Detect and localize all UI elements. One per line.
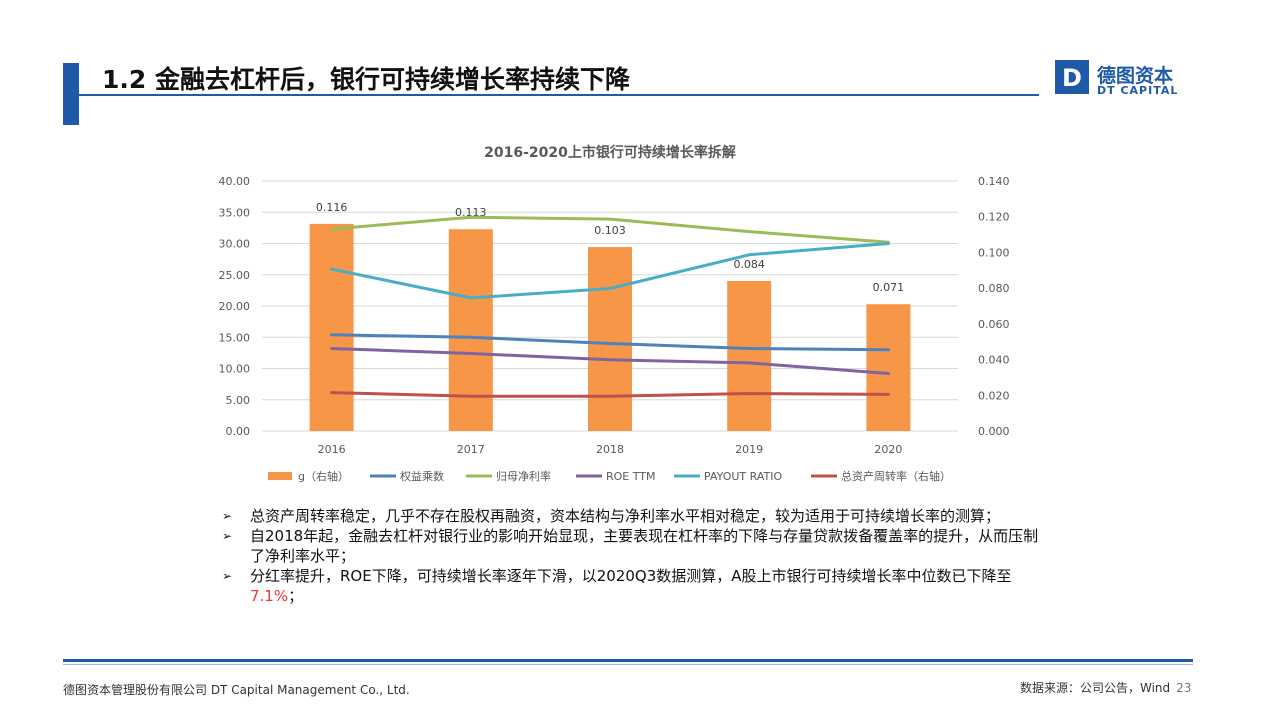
logo-text-cn: 德图资本 — [1097, 65, 1174, 87]
chart-title: 2016-2020上市银行可持续增长率拆解 — [484, 144, 736, 161]
x-axis-tick-label: 2017 — [457, 443, 485, 456]
bullet-item: ➢ 自2018年起，金融去杠杆对银行业的影响开始显现，主要表现在杠杆率的下降与存… — [222, 526, 1042, 566]
series-line — [330, 391, 890, 398]
left-axis-tick-label: 10.00 — [219, 363, 251, 376]
footer-source: 数据来源：公司公告，Wind 23 — [1020, 679, 1191, 696]
bullet-item: ➢ 总资产周转率稳定，几乎不存在股权再融资，资本结构与净利率水平相对稳定，较为适… — [222, 506, 1042, 526]
bullet-text: 自2018年起，金融去杠杆对银行业的影响开始显现，主要表现在杠杆率的下降与存量贷… — [250, 527, 1039, 565]
left-axis-tick-label: 40.00 — [219, 175, 251, 188]
bar — [727, 281, 772, 431]
x-axis-tick-label: 2019 — [735, 443, 763, 456]
highlight-value: 7.1% — [250, 587, 289, 605]
right-axis-tick-label: 0.040 — [978, 354, 1010, 367]
series-line — [330, 333, 890, 352]
logo-mark-icon: D — [1055, 60, 1089, 94]
bullet-list: ➢ 总资产周转率稳定，几乎不存在股权再融资，资本结构与净利率水平相对稳定，较为适… — [222, 506, 1042, 606]
bullet-text: 分红率提升，ROE下降，可持续增长率逐年下滑，以2020Q3数据测算，A股上市银… — [250, 567, 1012, 585]
bullet-arrow-icon: ➢ — [222, 569, 233, 583]
page-title: 1.2 金融去杠杆后，银行可持续增长率持续下降 — [102, 65, 630, 94]
series-line — [330, 242, 890, 300]
left-axis-tick-label: 30.00 — [219, 238, 251, 251]
x-axis-tick-label: 2016 — [318, 443, 346, 456]
bullet-arrow-icon: ➢ — [222, 509, 233, 523]
bullet-text: 总资产周转率稳定，几乎不存在股权再融资，资本结构与净利率水平相对稳定，较为适用于… — [250, 507, 1001, 525]
bullet-arrow-icon: ➢ — [222, 529, 233, 543]
bar-data-label: 0.116 — [316, 201, 348, 214]
legend-label: PAYOUT RATIO — [704, 470, 782, 483]
legend-label: 归母净利率 — [496, 469, 551, 483]
logo-text-en: DT CAPITAL — [1097, 84, 1179, 97]
left-axis-tick-label: 20.00 — [219, 300, 251, 313]
left-axis-tick-label: 15.00 — [219, 331, 251, 344]
footer-divider — [63, 659, 1193, 662]
bar-data-label: 0.084 — [733, 258, 765, 271]
x-axis-tick-label: 2018 — [596, 443, 624, 456]
right-axis-tick-label: 0.120 — [978, 211, 1010, 224]
legend-swatch — [268, 472, 292, 480]
bullet-item: ➢ 分红率提升，ROE下降，可持续增长率逐年下滑，以2020Q3数据测算，A股上… — [222, 566, 1042, 606]
company-logo: D 德图资本 DT CAPITAL — [1055, 60, 1235, 98]
right-axis-tick-label: 0.140 — [978, 175, 1010, 188]
bar — [588, 247, 632, 431]
logo-letter: D — [1062, 64, 1082, 92]
bar — [866, 304, 911, 431]
right-axis-tick-label: 0.020 — [978, 389, 1010, 402]
right-axis-tick-label: 0.100 — [978, 246, 1010, 259]
series-line — [330, 347, 890, 375]
title-divider — [79, 94, 1039, 96]
bar-data-label: 0.071 — [873, 281, 905, 294]
right-axis-tick-label: 0.060 — [978, 318, 1010, 331]
legend-label: ROE TTM — [606, 470, 655, 483]
left-axis-tick-label: 5.00 — [226, 394, 251, 407]
growth-decomposition-chart: 2016-2020上市银行可持续增长率拆解 0.00 5.00 10.00 15.00 2… — [219, 144, 1010, 483]
legend-label: 权益乘数 — [400, 469, 444, 483]
title-accent-bar — [63, 63, 79, 125]
left-axis-tick-label: 35.00 — [219, 206, 251, 219]
right-axis-tick-label: 0.000 — [978, 425, 1010, 438]
source-text: 数据来源：公司公告，Wind — [1020, 681, 1171, 695]
series-line — [330, 215, 890, 244]
page-number: 23 — [1176, 681, 1192, 695]
legend-label: 总资产周转率（右轴） — [841, 469, 951, 483]
left-axis-tick-label: 25.00 — [219, 269, 251, 282]
bar-data-label: 0.103 — [594, 224, 626, 237]
left-axis-tick-label: 0.00 — [226, 425, 251, 438]
legend-label: g（右轴） — [298, 469, 349, 483]
x-axis-tick-label: 2020 — [874, 443, 902, 456]
bar — [448, 229, 493, 431]
right-axis-tick-label: 0.080 — [978, 282, 1010, 295]
bullet-tail: ； — [288, 587, 304, 605]
footer-divider-thin — [63, 664, 1193, 665]
bar — [309, 223, 354, 431]
footer-company: 德图资本管理股份有限公司 DT Capital Management Co., … — [63, 683, 410, 697]
